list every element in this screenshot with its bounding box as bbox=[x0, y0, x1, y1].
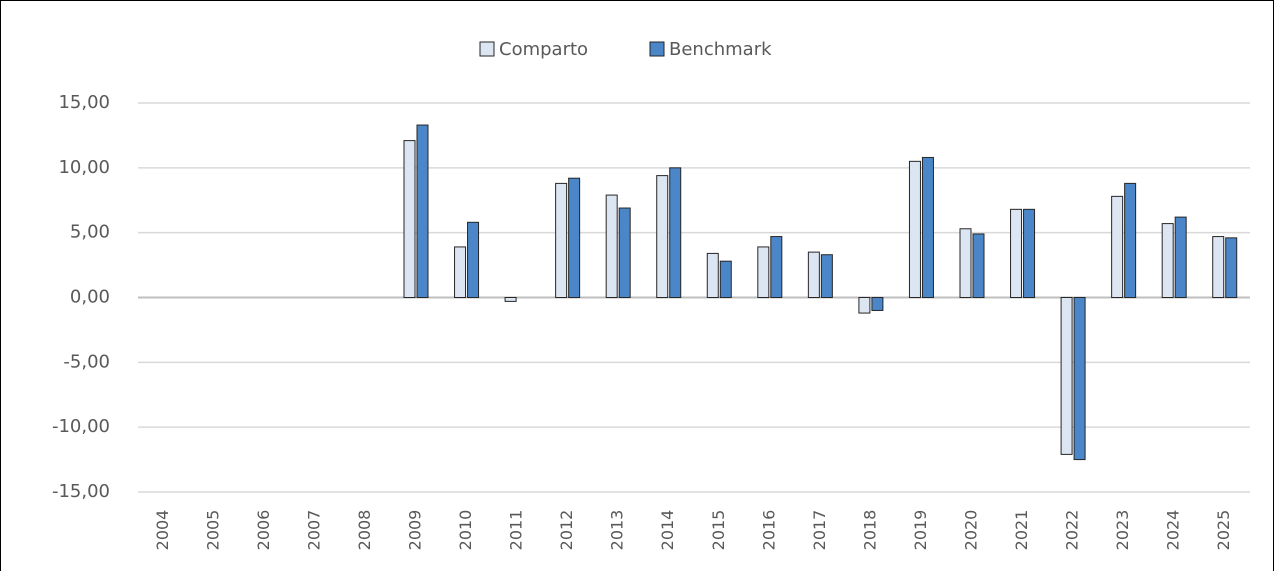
bar bbox=[807, 251, 820, 299]
y-tick-label: -5,00 bbox=[63, 351, 110, 372]
x-tick-label: 2019 bbox=[911, 510, 930, 551]
legend-swatch bbox=[479, 41, 495, 57]
bar bbox=[1111, 195, 1124, 298]
bar bbox=[706, 252, 719, 298]
bar bbox=[1225, 237, 1238, 298]
bar bbox=[1073, 297, 1086, 461]
bar bbox=[871, 297, 884, 311]
x-tick-label: 2005 bbox=[203, 510, 222, 551]
x-tick-label: 2021 bbox=[1012, 510, 1031, 551]
bar bbox=[669, 167, 682, 298]
x-tick-label: 2017 bbox=[810, 510, 829, 551]
x-tick-label: 2008 bbox=[355, 510, 374, 551]
x-tick-label: 2013 bbox=[608, 510, 627, 551]
x-tick-label: 2011 bbox=[507, 510, 526, 551]
x-tick-label: 2006 bbox=[254, 510, 273, 551]
bar bbox=[858, 297, 871, 314]
bar bbox=[1174, 216, 1187, 299]
x-tick-label: 2025 bbox=[1214, 510, 1233, 551]
bar bbox=[656, 175, 669, 298]
bar bbox=[403, 140, 416, 298]
bar bbox=[605, 194, 618, 299]
bar bbox=[1010, 208, 1023, 298]
x-tick-label: 2022 bbox=[1063, 510, 1082, 551]
bar bbox=[555, 182, 568, 298]
x-tick-label: 2014 bbox=[658, 510, 677, 551]
x-tick-label: 2018 bbox=[860, 510, 879, 551]
bar bbox=[504, 297, 517, 302]
bar bbox=[770, 236, 783, 299]
y-tick-label: 0,00 bbox=[70, 287, 110, 308]
bar bbox=[1060, 297, 1073, 455]
bar bbox=[1212, 236, 1225, 299]
legend-label: Comparto bbox=[499, 39, 588, 60]
bar bbox=[908, 160, 921, 298]
bar bbox=[959, 228, 972, 299]
bar bbox=[1124, 182, 1137, 298]
y-tick-label: -10,00 bbox=[52, 416, 110, 437]
bar bbox=[1023, 208, 1036, 298]
y-tick-label: -15,00 bbox=[52, 481, 110, 502]
x-tick-label: 2004 bbox=[153, 510, 172, 551]
bar bbox=[972, 233, 985, 298]
bar bbox=[719, 260, 732, 298]
x-tick-label: 2012 bbox=[557, 510, 576, 551]
x-tick-label: 2010 bbox=[456, 510, 475, 551]
x-tick-label: 2007 bbox=[304, 510, 323, 551]
x-tick-label: 2020 bbox=[962, 510, 981, 551]
bar bbox=[757, 246, 770, 298]
bar bbox=[568, 177, 581, 298]
bar bbox=[467, 221, 480, 298]
bar bbox=[454, 246, 467, 298]
x-tick-label: 2016 bbox=[759, 510, 778, 551]
legend-swatch bbox=[649, 41, 665, 57]
bar bbox=[416, 124, 429, 298]
x-tick-label: 2009 bbox=[406, 510, 425, 551]
y-tick-label: 15,00 bbox=[58, 92, 110, 113]
bar bbox=[1161, 223, 1174, 298]
x-tick-label: 2024 bbox=[1164, 510, 1183, 551]
bar bbox=[820, 254, 833, 299]
legend-label: Benchmark bbox=[669, 39, 772, 60]
bar bbox=[921, 156, 934, 298]
x-tick-label: 2023 bbox=[1113, 510, 1132, 551]
y-tick-label: 5,00 bbox=[70, 222, 110, 243]
y-tick-label: 10,00 bbox=[58, 157, 110, 178]
x-tick-label: 2015 bbox=[709, 510, 728, 551]
bar bbox=[618, 207, 631, 298]
